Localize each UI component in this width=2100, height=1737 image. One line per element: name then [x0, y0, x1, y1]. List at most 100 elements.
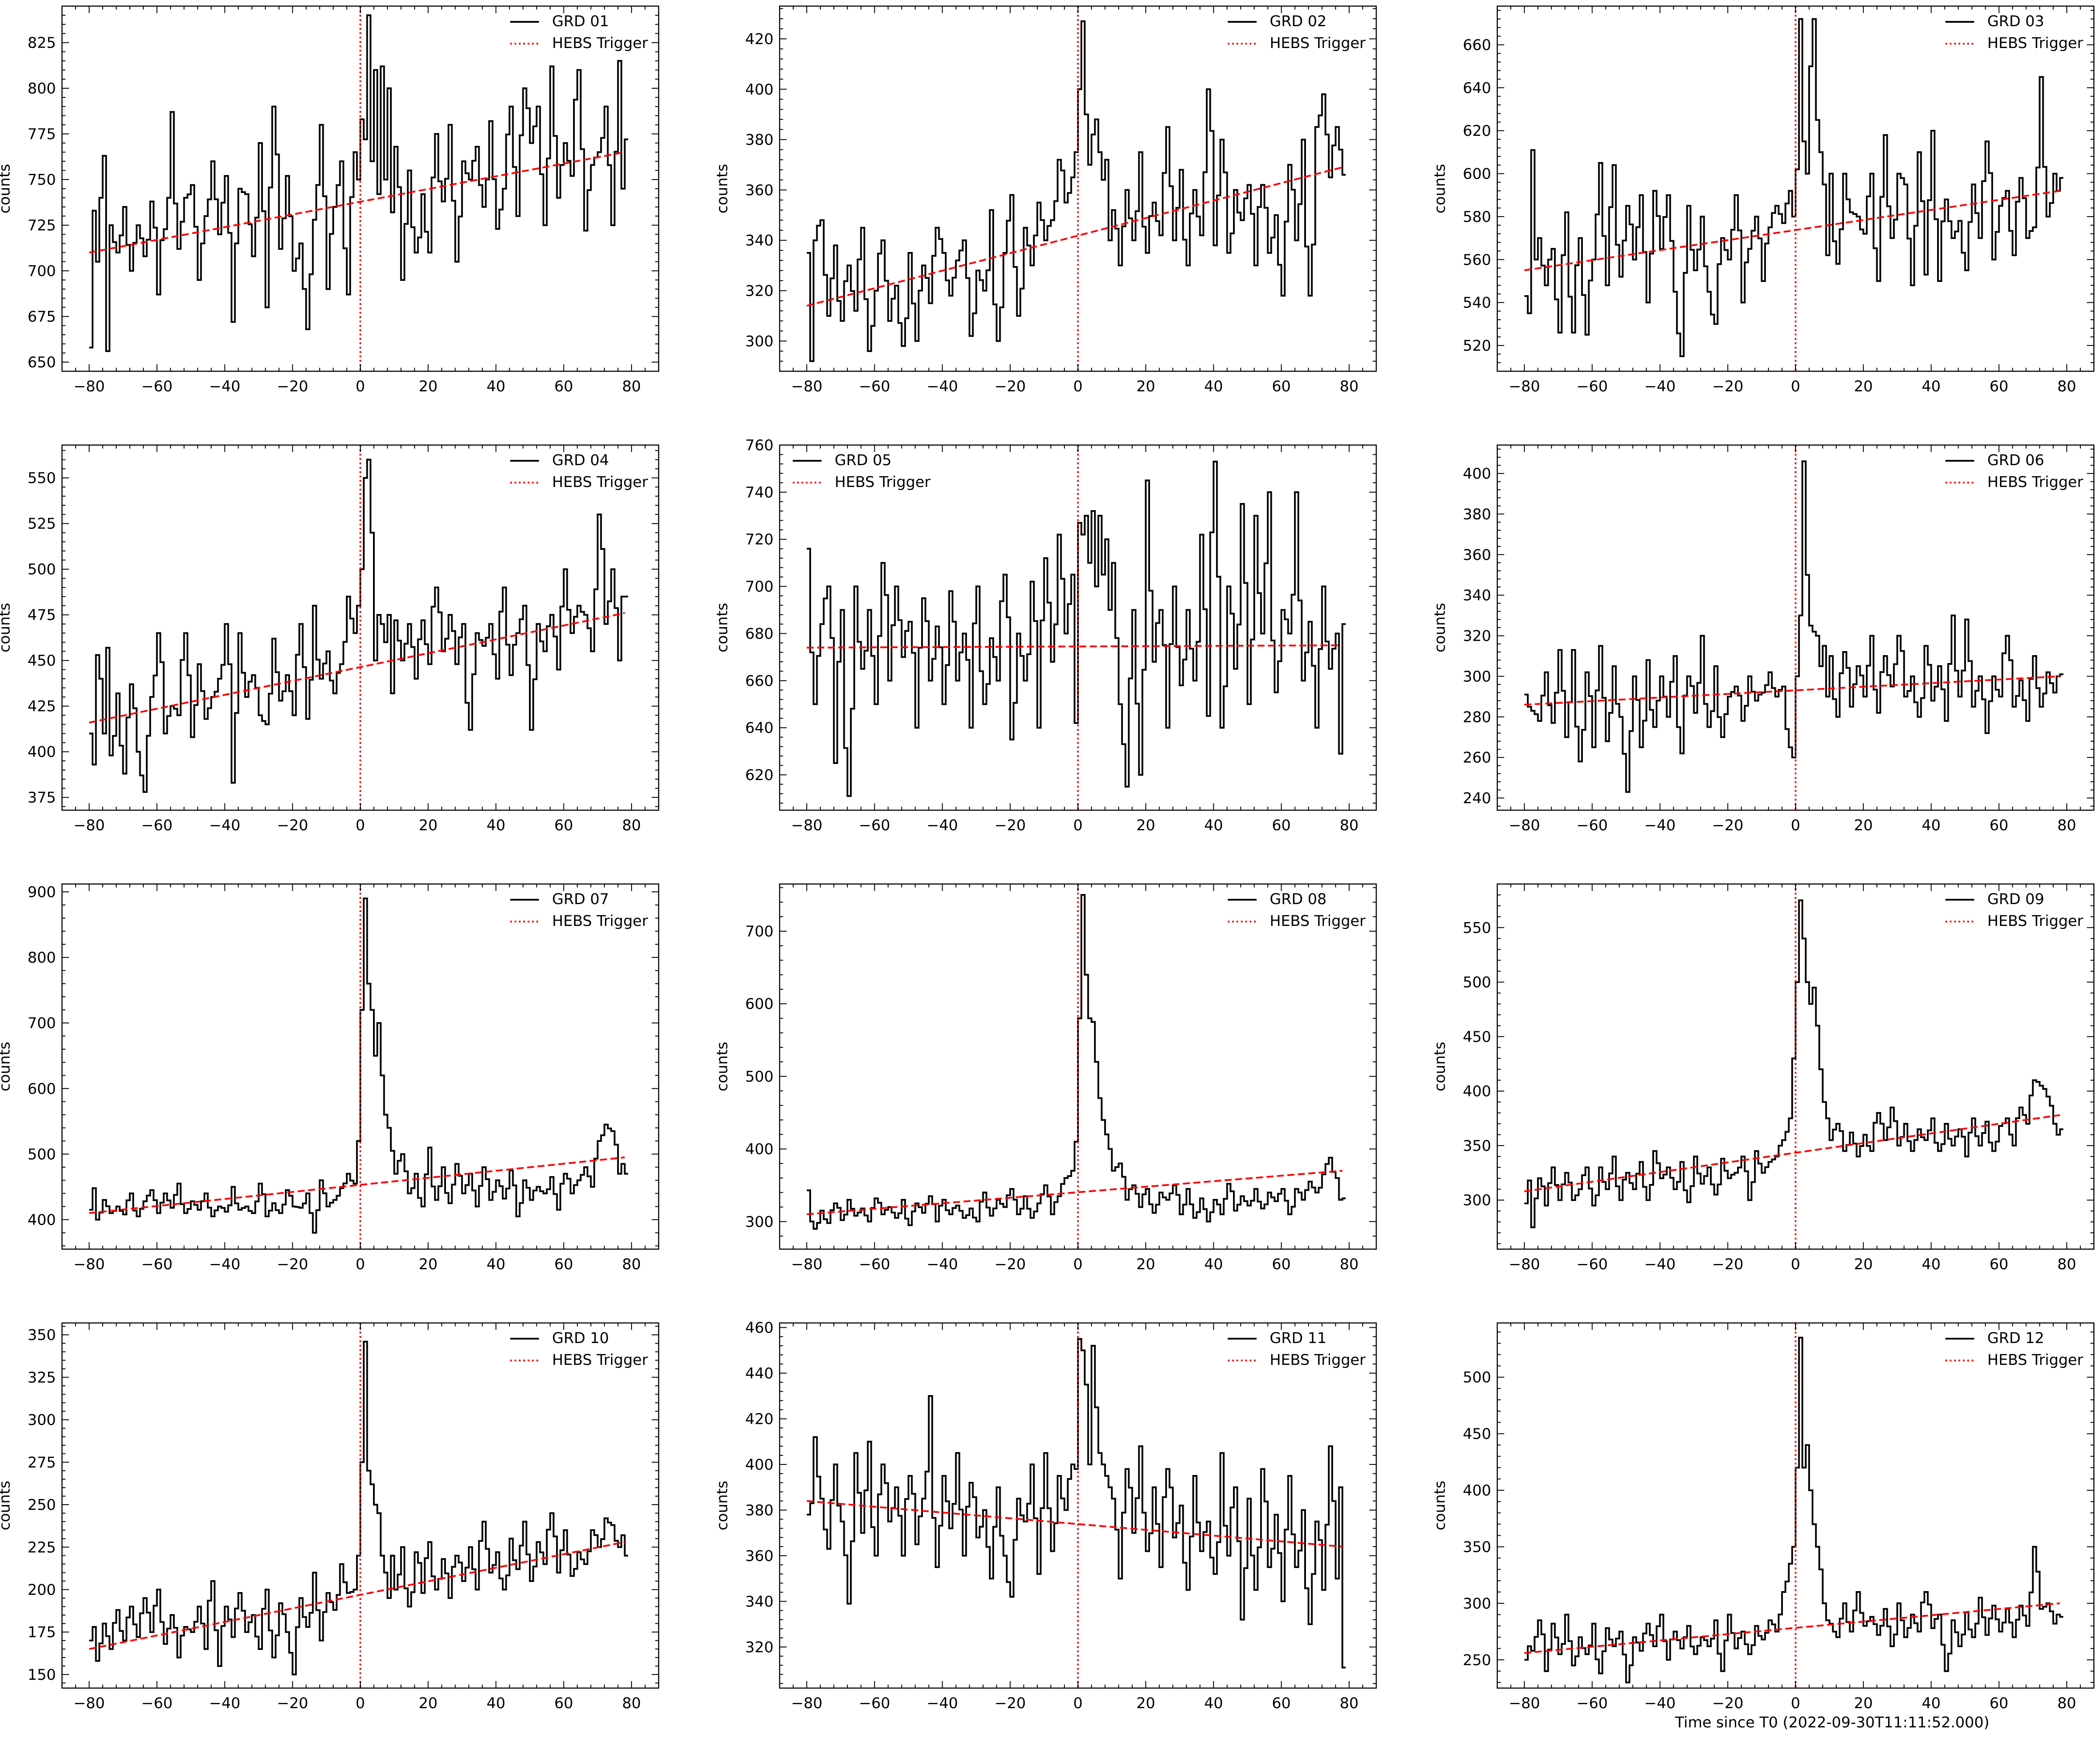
- y-tick-label: 400: [28, 1211, 56, 1229]
- y-tick-label: 600: [28, 1080, 56, 1098]
- x-tick-label: −20: [1712, 1256, 1744, 1273]
- y-tick-label: 325: [28, 1369, 56, 1386]
- y-tick-label: 600: [745, 995, 774, 1013]
- data-series-line: [1524, 460, 2064, 793]
- y-tick-label: 700: [745, 578, 774, 596]
- x-tick-label: 60: [554, 1256, 573, 1273]
- y-axis-label: counts: [714, 1042, 731, 1091]
- y-tick-label: 280: [1463, 708, 1491, 726]
- legend-trigger-label: HEBS Trigger: [1270, 912, 1365, 930]
- y-tick-label: 725: [28, 217, 56, 235]
- x-tick-label: −80: [1509, 378, 1540, 395]
- legend-trigger-label: HEBS Trigger: [1270, 35, 1365, 52]
- y-tick-label: 560: [1463, 251, 1491, 269]
- y-tick-label: 300: [1463, 1595, 1491, 1613]
- y-tick-label: 320: [1463, 628, 1491, 645]
- y-tick-label: 500: [745, 1068, 774, 1085]
- y-axis-label: counts: [714, 164, 731, 214]
- y-tick-label: 720: [745, 531, 774, 549]
- y-axis-label: counts: [0, 164, 14, 214]
- x-tick-label: 20: [1136, 1256, 1155, 1273]
- x-tick-label: −80: [1509, 1256, 1540, 1273]
- legend-series-name: GRD 01: [552, 13, 609, 30]
- x-tick-label: −40: [927, 1695, 958, 1712]
- x-tick-label: −20: [995, 817, 1026, 834]
- x-tick-label: 20: [419, 1695, 438, 1712]
- y-tick-label: 275: [28, 1454, 56, 1471]
- y-tick-label: 350: [1463, 1538, 1491, 1556]
- x-tick-label: 60: [554, 1695, 573, 1712]
- data-series-line: [807, 20, 1346, 362]
- data-series-line: [89, 898, 629, 1234]
- y-tick-label: 640: [1463, 79, 1491, 97]
- panel-6: −80 −60 −40 −20 0 20 40 60 80 240 260 280 300 320 340 3…: [1431, 444, 2095, 834]
- panel-5: −80 −60 −40 −20 0 20 40 60 80 620 640 660 680 700 720 7…: [714, 437, 1377, 834]
- y-tick-label: 400: [745, 1456, 774, 1474]
- fit-line: [1524, 1602, 2060, 1654]
- panel-12: −80 −60 −40 −20 0 20 40 60 80 250 300 350 400 450 500 c…: [1431, 1322, 2095, 1712]
- x-tick-label: 20: [1854, 378, 1873, 395]
- x-tick-label: 60: [1989, 1256, 2008, 1273]
- y-tick-label: 520: [1463, 337, 1491, 355]
- x-tick-label: 60: [1272, 1695, 1291, 1712]
- x-tick-label: −80: [73, 1256, 105, 1273]
- x-tick-label: −80: [73, 378, 105, 395]
- panel-1: −80 −60 −40 −20 0 20 40 60 80 650 675 700 725 750 775 8…: [0, 5, 660, 395]
- panel-3: −80 −60 −40 −20 0 20 40 60 80 520 540 560 580 600 620 6…: [1431, 5, 2095, 395]
- y-tick-label: 360: [745, 1547, 774, 1565]
- x-tick-label: 40: [1204, 817, 1223, 834]
- y-tick-label: 250: [28, 1496, 56, 1514]
- data-series-line: [1524, 1336, 2064, 1684]
- x-tick-label: 40: [1922, 1695, 1941, 1712]
- x-tick-label: 20: [1854, 817, 1873, 834]
- x-tick-label: −20: [995, 378, 1026, 395]
- y-tick-label: 260: [1463, 749, 1491, 767]
- x-tick-label: 40: [1922, 1256, 1941, 1273]
- y-tick-label: 350: [1463, 1137, 1491, 1155]
- x-tick-label: 0: [1073, 378, 1083, 395]
- legend-series-name: GRD 07: [552, 891, 609, 908]
- y-tick-label: 450: [1463, 1426, 1491, 1443]
- x-tick-label: −80: [791, 1256, 822, 1273]
- x-tick-label: 0: [1791, 1256, 1800, 1273]
- x-tick-label: 40: [1204, 1256, 1223, 1273]
- y-tick-label: 475: [28, 607, 56, 624]
- fit-line: [1524, 1114, 2060, 1192]
- x-tick-label: −20: [277, 1695, 308, 1712]
- x-tick-label: 60: [554, 817, 573, 834]
- y-tick-label: 375: [28, 789, 56, 807]
- y-tick-label: 500: [28, 561, 56, 578]
- x-tick-label: 80: [1340, 1256, 1358, 1273]
- x-tick-label: 20: [1136, 1695, 1155, 1712]
- y-tick-label: 640: [745, 719, 774, 737]
- y-tick-label: 340: [1463, 587, 1491, 604]
- x-tick-label: −20: [277, 1256, 308, 1273]
- x-tick-label: 60: [1272, 1256, 1291, 1273]
- y-tick-label: 600: [1463, 166, 1491, 183]
- x-tick-label: −20: [1712, 1695, 1744, 1712]
- x-tick-label: −60: [141, 1256, 173, 1273]
- x-tick-label: 40: [1922, 817, 1941, 834]
- y-tick-label: 360: [745, 182, 774, 199]
- y-tick-label: 300: [745, 1213, 774, 1231]
- y-tick-label: 320: [745, 283, 774, 300]
- y-tick-label: 800: [28, 949, 56, 967]
- x-tick-label: 60: [1989, 817, 2008, 834]
- x-tick-label: 80: [1340, 817, 1358, 834]
- data-series-line: [807, 1338, 1346, 1668]
- y-tick-label: 450: [28, 652, 56, 670]
- legend-trigger-label: HEBS Trigger: [1270, 1351, 1365, 1369]
- y-tick-label: 540: [1463, 294, 1491, 312]
- y-tick-label: 300: [1463, 668, 1491, 685]
- fit-line: [1524, 190, 2060, 271]
- y-tick-label: 340: [745, 232, 774, 249]
- y-tick-label: 300: [1463, 1192, 1491, 1209]
- x-tick-label: 40: [487, 1256, 505, 1273]
- y-tick-label: 740: [745, 484, 774, 501]
- y-tick-label: 760: [745, 437, 774, 454]
- y-tick-label: 240: [1463, 790, 1491, 807]
- fit-line: [89, 1541, 625, 1650]
- x-tick-label: −80: [791, 378, 822, 395]
